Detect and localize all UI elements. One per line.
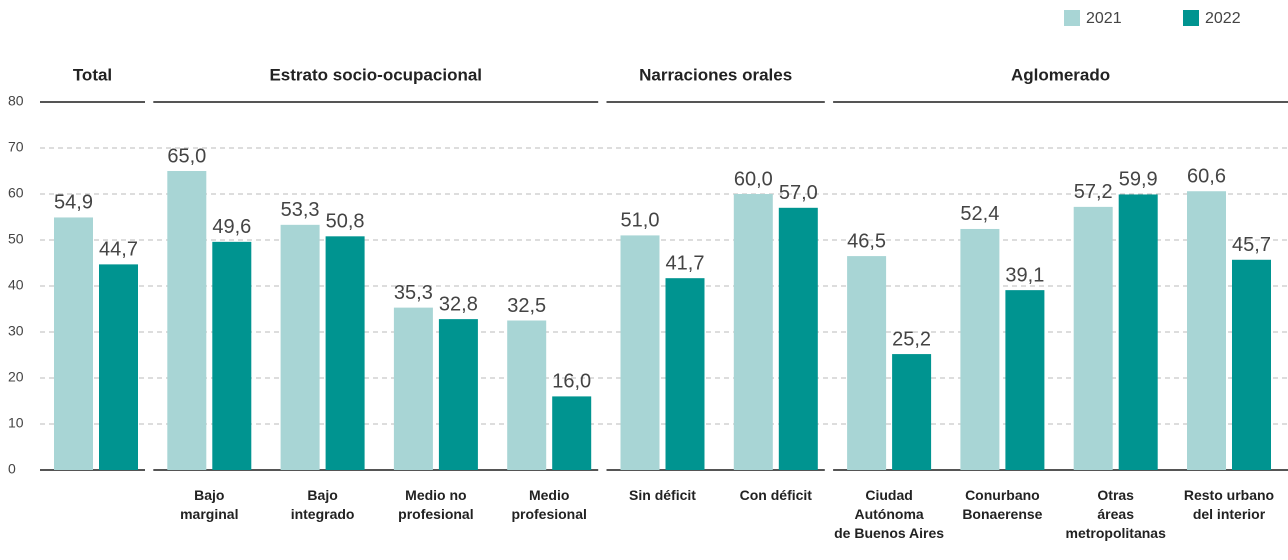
y-tick-label: 10 bbox=[8, 415, 24, 431]
value-label: 65,0 bbox=[167, 145, 206, 167]
bar bbox=[507, 320, 547, 470]
bar bbox=[847, 256, 887, 470]
x-tick-label: Con déficit bbox=[739, 487, 812, 503]
y-tick-label: 20 bbox=[8, 369, 24, 385]
bar bbox=[620, 235, 660, 470]
value-label: 44,7 bbox=[99, 239, 138, 261]
group-title: Estrato socio-ocupacional bbox=[269, 65, 482, 84]
value-label: 52,4 bbox=[960, 203, 999, 225]
value-label: 49,6 bbox=[212, 216, 251, 238]
value-label: 57,0 bbox=[779, 182, 818, 204]
bar bbox=[54, 217, 93, 470]
value-label: 39,1 bbox=[1005, 264, 1044, 286]
value-label: 46,5 bbox=[847, 230, 886, 252]
y-tick-label: 50 bbox=[8, 231, 24, 247]
x-tick-label: Ciudad Autónoma de Buenos Aires bbox=[834, 487, 945, 541]
bar bbox=[167, 171, 207, 470]
bar bbox=[1187, 191, 1226, 471]
value-label: 51,0 bbox=[621, 210, 660, 232]
bar bbox=[393, 307, 433, 470]
value-label: 50,8 bbox=[326, 211, 365, 233]
bar bbox=[892, 354, 932, 470]
bar bbox=[552, 396, 592, 470]
bar bbox=[733, 194, 773, 470]
bar bbox=[1232, 259, 1271, 470]
group-title: Narraciones orales bbox=[639, 65, 792, 84]
value-label: 54,9 bbox=[54, 192, 93, 214]
y-tick-label: 0 bbox=[8, 461, 16, 477]
value-label: 16,0 bbox=[552, 371, 591, 393]
legend-swatch bbox=[1064, 10, 1080, 26]
bar bbox=[778, 207, 818, 471]
value-label: 53,3 bbox=[281, 199, 320, 221]
bar bbox=[1118, 194, 1158, 470]
bar bbox=[325, 236, 365, 470]
value-label: 59,9 bbox=[1119, 169, 1158, 191]
x-tick-label: Conurbano Bonaerense bbox=[962, 487, 1043, 522]
bar bbox=[212, 241, 252, 470]
bar bbox=[280, 224, 320, 470]
y-tick-label: 40 bbox=[8, 277, 24, 293]
bar bbox=[438, 319, 478, 470]
x-tick-label: Otras áreas metropolitanas bbox=[1065, 487, 1166, 541]
x-tick-label: Sin déficit bbox=[629, 487, 696, 503]
value-label: 57,2 bbox=[1074, 181, 1113, 203]
value-label: 25,2 bbox=[892, 328, 931, 350]
y-tick-label: 30 bbox=[8, 323, 24, 339]
x-tick-label: Bajo integrado bbox=[290, 487, 355, 522]
x-tick-label: Bajo marginal bbox=[180, 487, 239, 522]
bar bbox=[665, 278, 705, 470]
value-label: 60,0 bbox=[734, 168, 773, 190]
value-label: 41,7 bbox=[666, 252, 705, 274]
value-label: 45,7 bbox=[1232, 234, 1271, 256]
bar bbox=[1073, 206, 1113, 470]
legend-swatch bbox=[1183, 10, 1199, 26]
bar bbox=[99, 264, 138, 470]
legend-label: 2022 bbox=[1205, 10, 1241, 27]
group-title: Total bbox=[73, 65, 112, 84]
value-label: 60,6 bbox=[1187, 166, 1226, 188]
y-tick-label: 60 bbox=[8, 185, 24, 201]
x-tick-label: Resto urbano del interior bbox=[1183, 487, 1275, 522]
group-title: Aglomerado bbox=[1011, 65, 1110, 84]
bar bbox=[960, 228, 1000, 470]
value-label: 32,5 bbox=[507, 295, 546, 317]
value-label: 35,3 bbox=[394, 282, 433, 304]
x-tick-label: Medio no profesional bbox=[398, 487, 474, 522]
y-tick-label: 80 bbox=[8, 93, 24, 109]
bar bbox=[1005, 290, 1045, 470]
legend-label: 2021 bbox=[1086, 10, 1122, 27]
y-tick-label: 70 bbox=[8, 139, 24, 155]
value-label: 32,8 bbox=[439, 293, 478, 315]
x-tick-label: Medio profesional bbox=[511, 487, 587, 522]
